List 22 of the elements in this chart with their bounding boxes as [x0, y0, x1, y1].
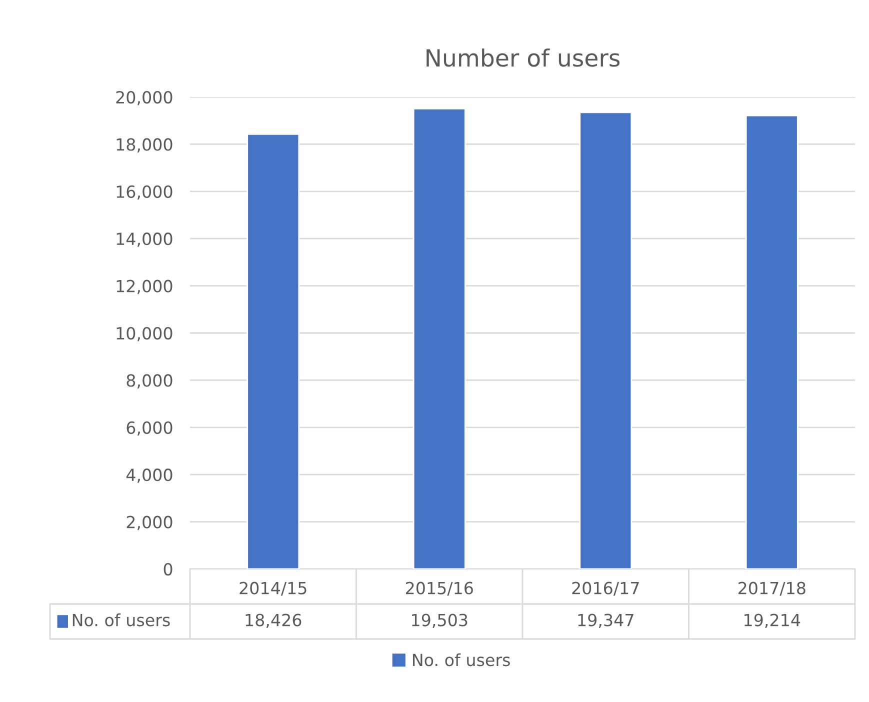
y-tick-label: 4,000 [126, 468, 172, 483]
x-tick-label: 2016/17 [572, 582, 639, 596]
data-label: 19,214 [744, 614, 800, 628]
x-tick-label: 2015/16 [406, 582, 473, 596]
y-tick-label: 14,000 [116, 232, 172, 247]
y-tick-label: 12,000 [116, 280, 172, 294]
data-label: 19,347 [578, 614, 634, 628]
text: No. of users [72, 613, 170, 626]
y-tick-label: 0 [164, 562, 172, 576]
y-tick-label: 16,000 [116, 185, 172, 200]
x-tick-label: 2017/18 [738, 582, 806, 596]
data-label: 19,503 [412, 614, 468, 628]
chart-title: Number of users [426, 48, 620, 67]
y-tick-label: 10,000 [116, 326, 172, 342]
legend-label: No. of users [413, 653, 510, 666]
y-tick-label: 2,000 [126, 516, 172, 530]
y-tick-label: 20,000 [116, 90, 172, 106]
y-tick-label: 18,000 [116, 138, 172, 152]
y-tick-label: 6,000 [126, 421, 172, 436]
x-tick-label: 2014/15 [240, 582, 306, 596]
data-label: 18,426 [246, 614, 302, 628]
y-tick-label: 8,000 [126, 374, 172, 388]
